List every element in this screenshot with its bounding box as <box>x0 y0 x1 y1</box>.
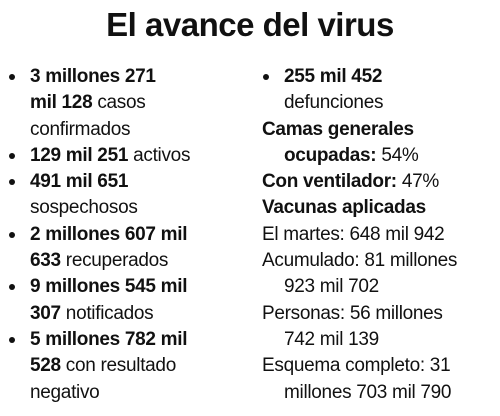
item-text: notificados <box>65 302 154 324</box>
item-text: con resultado negativo <box>30 355 176 403</box>
item-figure: 9 millones 545 mil 307 <box>30 276 188 324</box>
bullet <box>9 179 15 186</box>
item-figure: Con ventilador: <box>262 171 397 193</box>
list-item: 255 mil 452 defunciones <box>262 64 498 117</box>
item-figure: 2 millones 607 mil 633 <box>30 223 188 272</box>
list-item: Vacunas aplicadas <box>262 195 498 221</box>
item-text: 54% <box>381 144 419 166</box>
title: El avance del virus <box>106 6 394 43</box>
list-item: Camas generales ocupadas: 54% <box>262 117 498 170</box>
right-column: 255 mil 452 defunciones Camas generales o… <box>262 64 498 406</box>
list-item: Acumulado: 81 millones 923 mil 702 <box>262 248 498 301</box>
item-text: Acumulado: 81 millones 923 mil 702 <box>262 250 458 298</box>
item-text: activos <box>133 144 191 166</box>
item-figure: 3 millones 271 mil 128 <box>30 66 156 114</box>
bullet <box>9 336 15 343</box>
list-item: 9 millones 545 mil 307 notificados <box>8 274 248 327</box>
item-figure: Vacunas aplicadas <box>262 197 426 219</box>
item-text: Personas: 56 millones 742 mil 139 <box>262 302 443 350</box>
list-item: 5 millones 782 mil 528 con resultado neg… <box>8 327 248 406</box>
list-item: 2 millones 607 mil 633 recuperados <box>8 222 248 275</box>
item-figure: 129 mil 251 <box>30 144 129 166</box>
item-figure: 5 millones 782 mil 528 <box>30 328 188 377</box>
left-column: 3 millones 271 mil 128 casos confirmados… <box>8 64 248 406</box>
item-text: defunciones <box>284 92 384 114</box>
item-text: sospechosos <box>30 197 138 219</box>
list-item: El martes: 648 mil 942 <box>262 222 498 248</box>
bullet <box>9 74 15 80</box>
list-item: Esquema completo: 31 millones 703 mil 79… <box>262 353 498 406</box>
bullet <box>263 74 269 80</box>
list-item: Con ventilador: 47% <box>262 169 498 195</box>
item-figure: 255 mil 452 <box>284 66 383 87</box>
item-text: recuperados <box>65 250 169 272</box>
bullet <box>9 284 15 291</box>
list-item: 3 millones 271 mil 128 casos confirmados <box>8 64 248 143</box>
item-text: casos confirmados <box>30 92 146 140</box>
item-figure: Camas generales ocupadas: <box>262 118 414 166</box>
item-text: 47% <box>401 171 439 193</box>
list-item: Personas: 56 millones 742 mil 139 <box>262 301 498 354</box>
item-text: Esquema completo: 31 millones 703 mil 79… <box>262 355 452 403</box>
item-text: El martes: 648 mil 942 <box>262 223 445 245</box>
bullet <box>9 231 15 238</box>
list-item: 129 mil 251 activos <box>8 143 248 169</box>
bullet <box>9 152 15 159</box>
list-item: 491 mil 651 sospechosos <box>8 169 248 222</box>
item-figure: 491 mil 651 <box>30 171 129 193</box>
